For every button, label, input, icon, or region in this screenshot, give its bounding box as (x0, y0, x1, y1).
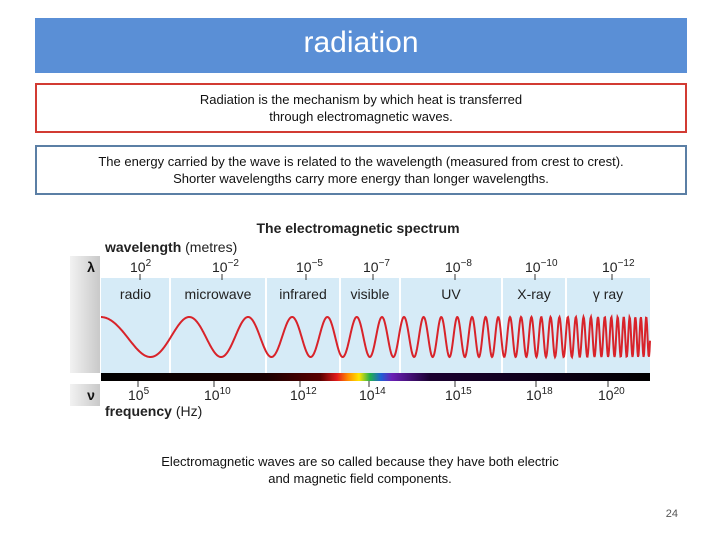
band-cell-infrared (267, 280, 339, 310)
frequency-label-unit: (Hz) (176, 403, 202, 419)
spectrum-title: The electromagnetic spectrum (256, 220, 459, 236)
band-cell-microwave (171, 280, 265, 310)
definition-line-2: through electromagnetic waves. (269, 109, 453, 124)
lambda-side-panel (70, 256, 100, 278)
band-cell-radio (102, 280, 169, 310)
lambda-symbol: λ (87, 259, 95, 275)
band-label: UV (441, 286, 461, 302)
frequency-tick-label: 1015 (445, 386, 472, 403)
wavelength-label-unit: (metres) (185, 239, 237, 255)
band-label: visible (351, 286, 390, 302)
band-label: radio (120, 286, 151, 302)
definition-line-1: Radiation is the mechanism by which heat… (199, 92, 523, 107)
frequency-tick-label: 1018 (526, 386, 553, 403)
wave-line (101, 313, 651, 360)
frequency-label-bold: frequency (105, 403, 172, 419)
band-cell-x-ray (503, 280, 565, 310)
frequency-tick-label: 1014 (359, 386, 386, 403)
energy-line-2: Shorter wavelengths carry more energy th… (173, 171, 549, 186)
band-cell-visible (341, 280, 399, 310)
slide-title: radiation (35, 18, 687, 73)
note-line-2: and magnetic field components. (268, 471, 452, 486)
wavelength-tick-label: 10−12 (602, 258, 635, 275)
wavelength-tick-label: 10−2 (212, 258, 239, 275)
frequency-color-bar (101, 373, 650, 381)
frequency-tick-label: 1010 (204, 386, 231, 403)
wavelength-tick-label: 10−10 (525, 258, 558, 275)
energy-box: The energy carried by the wave is relate… (35, 145, 687, 195)
page-number: 24 (665, 508, 678, 520)
frequency-axis-label: frequency (Hz) (105, 403, 202, 419)
band-label: X-ray (517, 286, 550, 302)
nu-symbol: ν (87, 387, 95, 403)
wavelength-tick-label: 102 (130, 258, 152, 275)
wavelength-axis-label: wavelength (metres) (104, 239, 237, 255)
band-label: γ ray (593, 286, 623, 302)
band-label: infrared (279, 286, 326, 302)
band-cell-uv (401, 280, 501, 310)
nu-side-panel (70, 384, 100, 406)
wavelength-tick-label: 10−7 (363, 258, 390, 275)
definition-box: Radiation is the mechanism by which heat… (35, 83, 687, 133)
frequency-tick-label: 1020 (598, 386, 625, 403)
wavelength-label-bold: wavelength (104, 239, 181, 255)
wavelength-tick-label: 10−8 (445, 258, 472, 275)
band-label: microwave (185, 286, 252, 302)
em-note: Electromagnetic waves are so called beca… (80, 453, 640, 487)
frequency-tick-label: 1012 (290, 386, 317, 403)
band-cell-γ-ray (567, 280, 649, 310)
energy-line-1: The energy carried by the wave is relate… (98, 154, 624, 169)
note-line-1: Electromagnetic waves are so called beca… (161, 454, 559, 469)
wave-side-panel (70, 278, 100, 373)
frequency-tick-label: 105 (128, 386, 150, 403)
wavelength-tick-label: 10−5 (296, 258, 323, 275)
